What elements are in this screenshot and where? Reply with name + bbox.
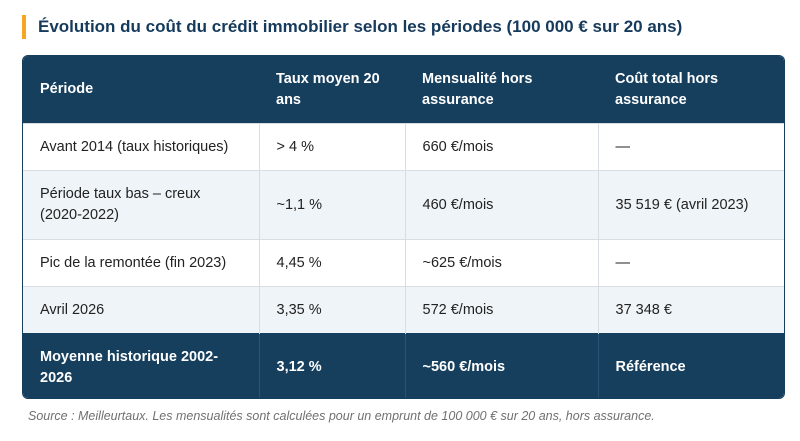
header-periode: Période: [23, 56, 259, 124]
cell-cout-total: 35 519 € (avril 2023): [597, 170, 784, 240]
cell-mensualite: 660 €/mois: [404, 123, 598, 171]
cost-table-container: Période Taux moyen 20 ans Mensualité hor…: [22, 55, 785, 399]
cell-mensualite: ~625 €/mois: [404, 239, 598, 287]
cost-table: Période Taux moyen 20 ans Mensualité hor…: [23, 56, 784, 398]
table-row: Période taux bas – creux (2020-2022) ~1,…: [23, 170, 784, 240]
cell-mensualite: 572 €/mois: [404, 286, 598, 334]
cell-cout-total: —: [597, 239, 784, 287]
header-cout-total: Coût total hors assurance: [598, 56, 784, 124]
title-block: Évolution du coût du crédit immobilier s…: [22, 14, 682, 40]
summary-mensualite: ~560 €/mois: [404, 333, 598, 398]
cell-cout-total: —: [597, 123, 784, 171]
table-row: Avril 2026 3,35 % 572 €/mois 37 348 €: [23, 286, 784, 334]
table-body: Avant 2014 (taux historiques) > 4 % 660 …: [23, 123, 784, 398]
cell-taux: 4,45 %: [258, 239, 405, 287]
cell-taux: > 4 %: [258, 123, 405, 171]
table-row: Pic de la remontée (fin 2023) 4,45 % ~62…: [23, 239, 784, 287]
summary-periode: Moyenne historique 2002-2026: [23, 333, 259, 398]
cell-periode: Période taux bas – creux (2020-2022): [23, 170, 259, 240]
cell-mensualite: 460 €/mois: [404, 170, 598, 240]
header-row: Période Taux moyen 20 ans Mensualité hor…: [23, 56, 784, 124]
header-mensualite: Mensualité hors assurance: [405, 56, 598, 124]
cell-taux: 3,35 %: [258, 286, 405, 334]
source-note: Source : Meilleurtaux. Les mensualités s…: [28, 409, 655, 423]
table-header: Période Taux moyen 20 ans Mensualité hor…: [23, 56, 784, 124]
page-title: Évolution du coût du crédit immobilier s…: [38, 17, 683, 36]
cell-periode: Avril 2026: [23, 286, 259, 334]
cell-periode: Avant 2014 (taux historiques): [23, 123, 259, 171]
table-row: Avant 2014 (taux historiques) > 4 % 660 …: [23, 123, 784, 171]
cell-cout-total: 37 348 €: [597, 286, 784, 334]
title-accent-bar: [22, 15, 26, 39]
header-taux: Taux moyen 20 ans: [259, 56, 405, 124]
cell-periode: Pic de la remontée (fin 2023): [23, 239, 259, 287]
cell-taux: ~1,1 %: [258, 170, 405, 240]
summary-row: Moyenne historique 2002-2026 3,12 % ~560…: [23, 333, 784, 398]
summary-cout-total: Référence: [597, 333, 784, 398]
summary-taux: 3,12 %: [258, 333, 405, 398]
